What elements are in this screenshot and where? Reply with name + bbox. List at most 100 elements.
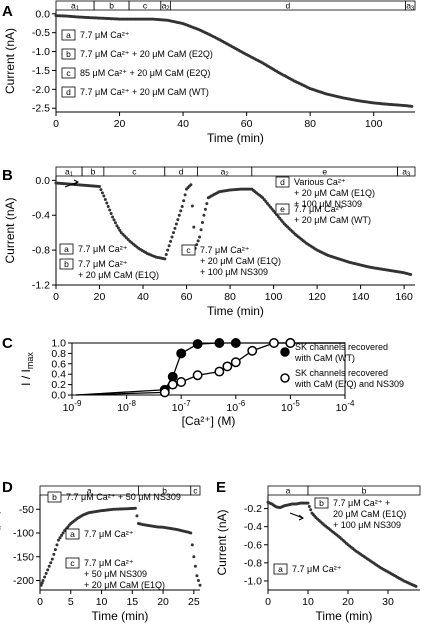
chart-panel-c: 0.00.20.40.60.81.0 10-9 10-8 10-7 10-6 10-5 10… — [19, 338, 404, 429]
y-tick-label-a: -1.0 — [32, 46, 50, 58]
x-tick-label-b: 60 — [181, 291, 193, 303]
segment-label-b: a2 — [221, 167, 230, 179]
y-axis-label-d: Current (pA) — [0, 509, 1, 575]
data-point — [43, 575, 47, 579]
legend-key-b: c — [186, 245, 191, 255]
legend-text-a: 85 μM Ca²⁺ + 20 μM CaM (E2Q) — [80, 68, 210, 78]
data-point — [198, 235, 202, 239]
legend-key-e: b — [319, 498, 324, 508]
x-tick-label-d: 15 — [126, 596, 138, 608]
data-point — [192, 225, 196, 229]
chart-panel-e: -0.2 -0.4 -0.6 -0.8 -1.00 10 20 30 Time (min) Cur… — [215, 486, 421, 623]
x-tick-label-d: 0 — [37, 596, 43, 608]
segment-label-d: c — [193, 486, 198, 496]
segment-label-b: d — [179, 167, 184, 177]
data-point — [306, 501, 310, 505]
segment-box-b — [397, 166, 416, 177]
legend-text-c: SK channels recovered — [295, 368, 388, 378]
data-point-open — [159, 387, 170, 398]
segment-label-a: b — [109, 1, 114, 11]
segment-label-a: a3 — [406, 1, 415, 13]
x-axis-label-d: Time (min) — [92, 609, 149, 623]
legend-text-e: + 100 μM NS309 — [333, 520, 401, 530]
data-point-filled — [192, 339, 203, 349]
data-point-open — [192, 370, 203, 381]
y-tick-label-b: -1.2 — [32, 280, 50, 292]
y-tick-label-b: -0.4 — [32, 210, 50, 222]
legend-key-b: d — [280, 177, 285, 187]
legend-key-box-a — [61, 86, 76, 98]
legend-marker-open — [280, 373, 290, 383]
segment-label-a: d — [286, 1, 291, 11]
x-tick-label-b: 40 — [137, 291, 149, 303]
data-point — [169, 239, 173, 243]
y-tick-label-c: 0.6 — [51, 358, 66, 370]
legend-text-e: 7.7 μM Ca²⁺ — [292, 564, 342, 574]
data-point — [199, 228, 203, 232]
data-point — [113, 221, 117, 225]
legend-key-a: a — [66, 30, 71, 40]
data-point — [98, 184, 102, 188]
segment-label-b: a1 — [65, 167, 74, 179]
data-point — [176, 218, 180, 222]
data-point — [180, 205, 184, 209]
legend-text-b: 7.7 μM Ca²⁺ — [78, 259, 128, 269]
legend-key-box-b — [275, 176, 290, 188]
data-point — [409, 273, 413, 277]
legend-text-d: + 50 μM NS309 — [84, 569, 147, 579]
data-point — [189, 531, 193, 535]
legend-key-d: c — [70, 558, 75, 568]
legend-key-box-e — [314, 497, 329, 509]
y-axis-label-b: Current (nA) — [3, 197, 17, 263]
legend-text-b: + 100 μM NS309 — [294, 199, 362, 209]
x-tick-label-a: 0 — [53, 118, 59, 130]
chart-panel-a: 0.0 -0.5 -1.0 -1.5 -2.0 -2.50 20 40 60 80 100 Time … — [3, 1, 416, 145]
data-point — [203, 207, 207, 211]
data-point — [183, 193, 187, 197]
data-point — [196, 579, 200, 582]
data-point-filled — [214, 338, 225, 348]
y-axis-label-a: Current (nA) — [3, 28, 17, 94]
legend-key-box-e — [273, 563, 288, 575]
data-point — [109, 211, 113, 215]
legend-key-box-d — [47, 491, 62, 503]
data-point — [177, 213, 181, 217]
legend-text-b: + 20 μM CaM (E1Q) — [78, 270, 159, 280]
legend-key-a: d — [66, 87, 71, 97]
x-tick-label-c: 10-5 — [281, 399, 300, 414]
legend-text-c: SK channels recovered — [295, 342, 388, 352]
y-tick-label-c: 0.4 — [51, 369, 66, 381]
x-tick-label-e: 30 — [382, 596, 394, 608]
data-point — [47, 564, 51, 568]
y-tick-label-c: 0.0 — [51, 390, 66, 402]
data-point — [55, 543, 59, 547]
y-tick-label-a: -2.5 — [32, 103, 50, 115]
legend-text-a: 7.7 μM Ca²⁺ + 20 μM CaM (E2Q) — [80, 49, 213, 59]
arrow-head-e — [298, 514, 304, 521]
y-tick-label-d: -200 — [13, 575, 34, 587]
legend-text-b: 7.7 μM Ca²⁺ — [78, 244, 128, 254]
data-point — [192, 555, 196, 559]
legend-key-box-b — [59, 258, 74, 270]
legend-text-b: + 20 μM CaM (E1Q) — [200, 256, 281, 266]
x-tick-label-e: 0 — [265, 596, 271, 608]
legend-key-a: c — [66, 68, 71, 78]
data-point — [102, 194, 106, 198]
x-axis-label-e: Time (min) — [316, 609, 373, 623]
data-point — [60, 533, 64, 537]
data-point — [115, 224, 119, 228]
panel-label-b: B — [2, 167, 13, 184]
data-point — [164, 252, 168, 256]
panel-label-e: E — [216, 479, 226, 496]
segment-label-b: a3 — [402, 167, 411, 179]
x-tick-label-a: 40 — [177, 118, 189, 130]
segment-label-a: a2 — [162, 1, 171, 13]
legend-key-box-d — [65, 557, 80, 569]
panel-label-c: C — [2, 335, 13, 352]
data-point — [174, 222, 178, 226]
data-point — [182, 199, 186, 203]
x-tick-label-c: 10-8 — [117, 399, 136, 414]
panel-label-a: A — [2, 3, 13, 20]
x-tick-label-b: 160 — [395, 291, 413, 303]
data-point — [53, 548, 57, 552]
